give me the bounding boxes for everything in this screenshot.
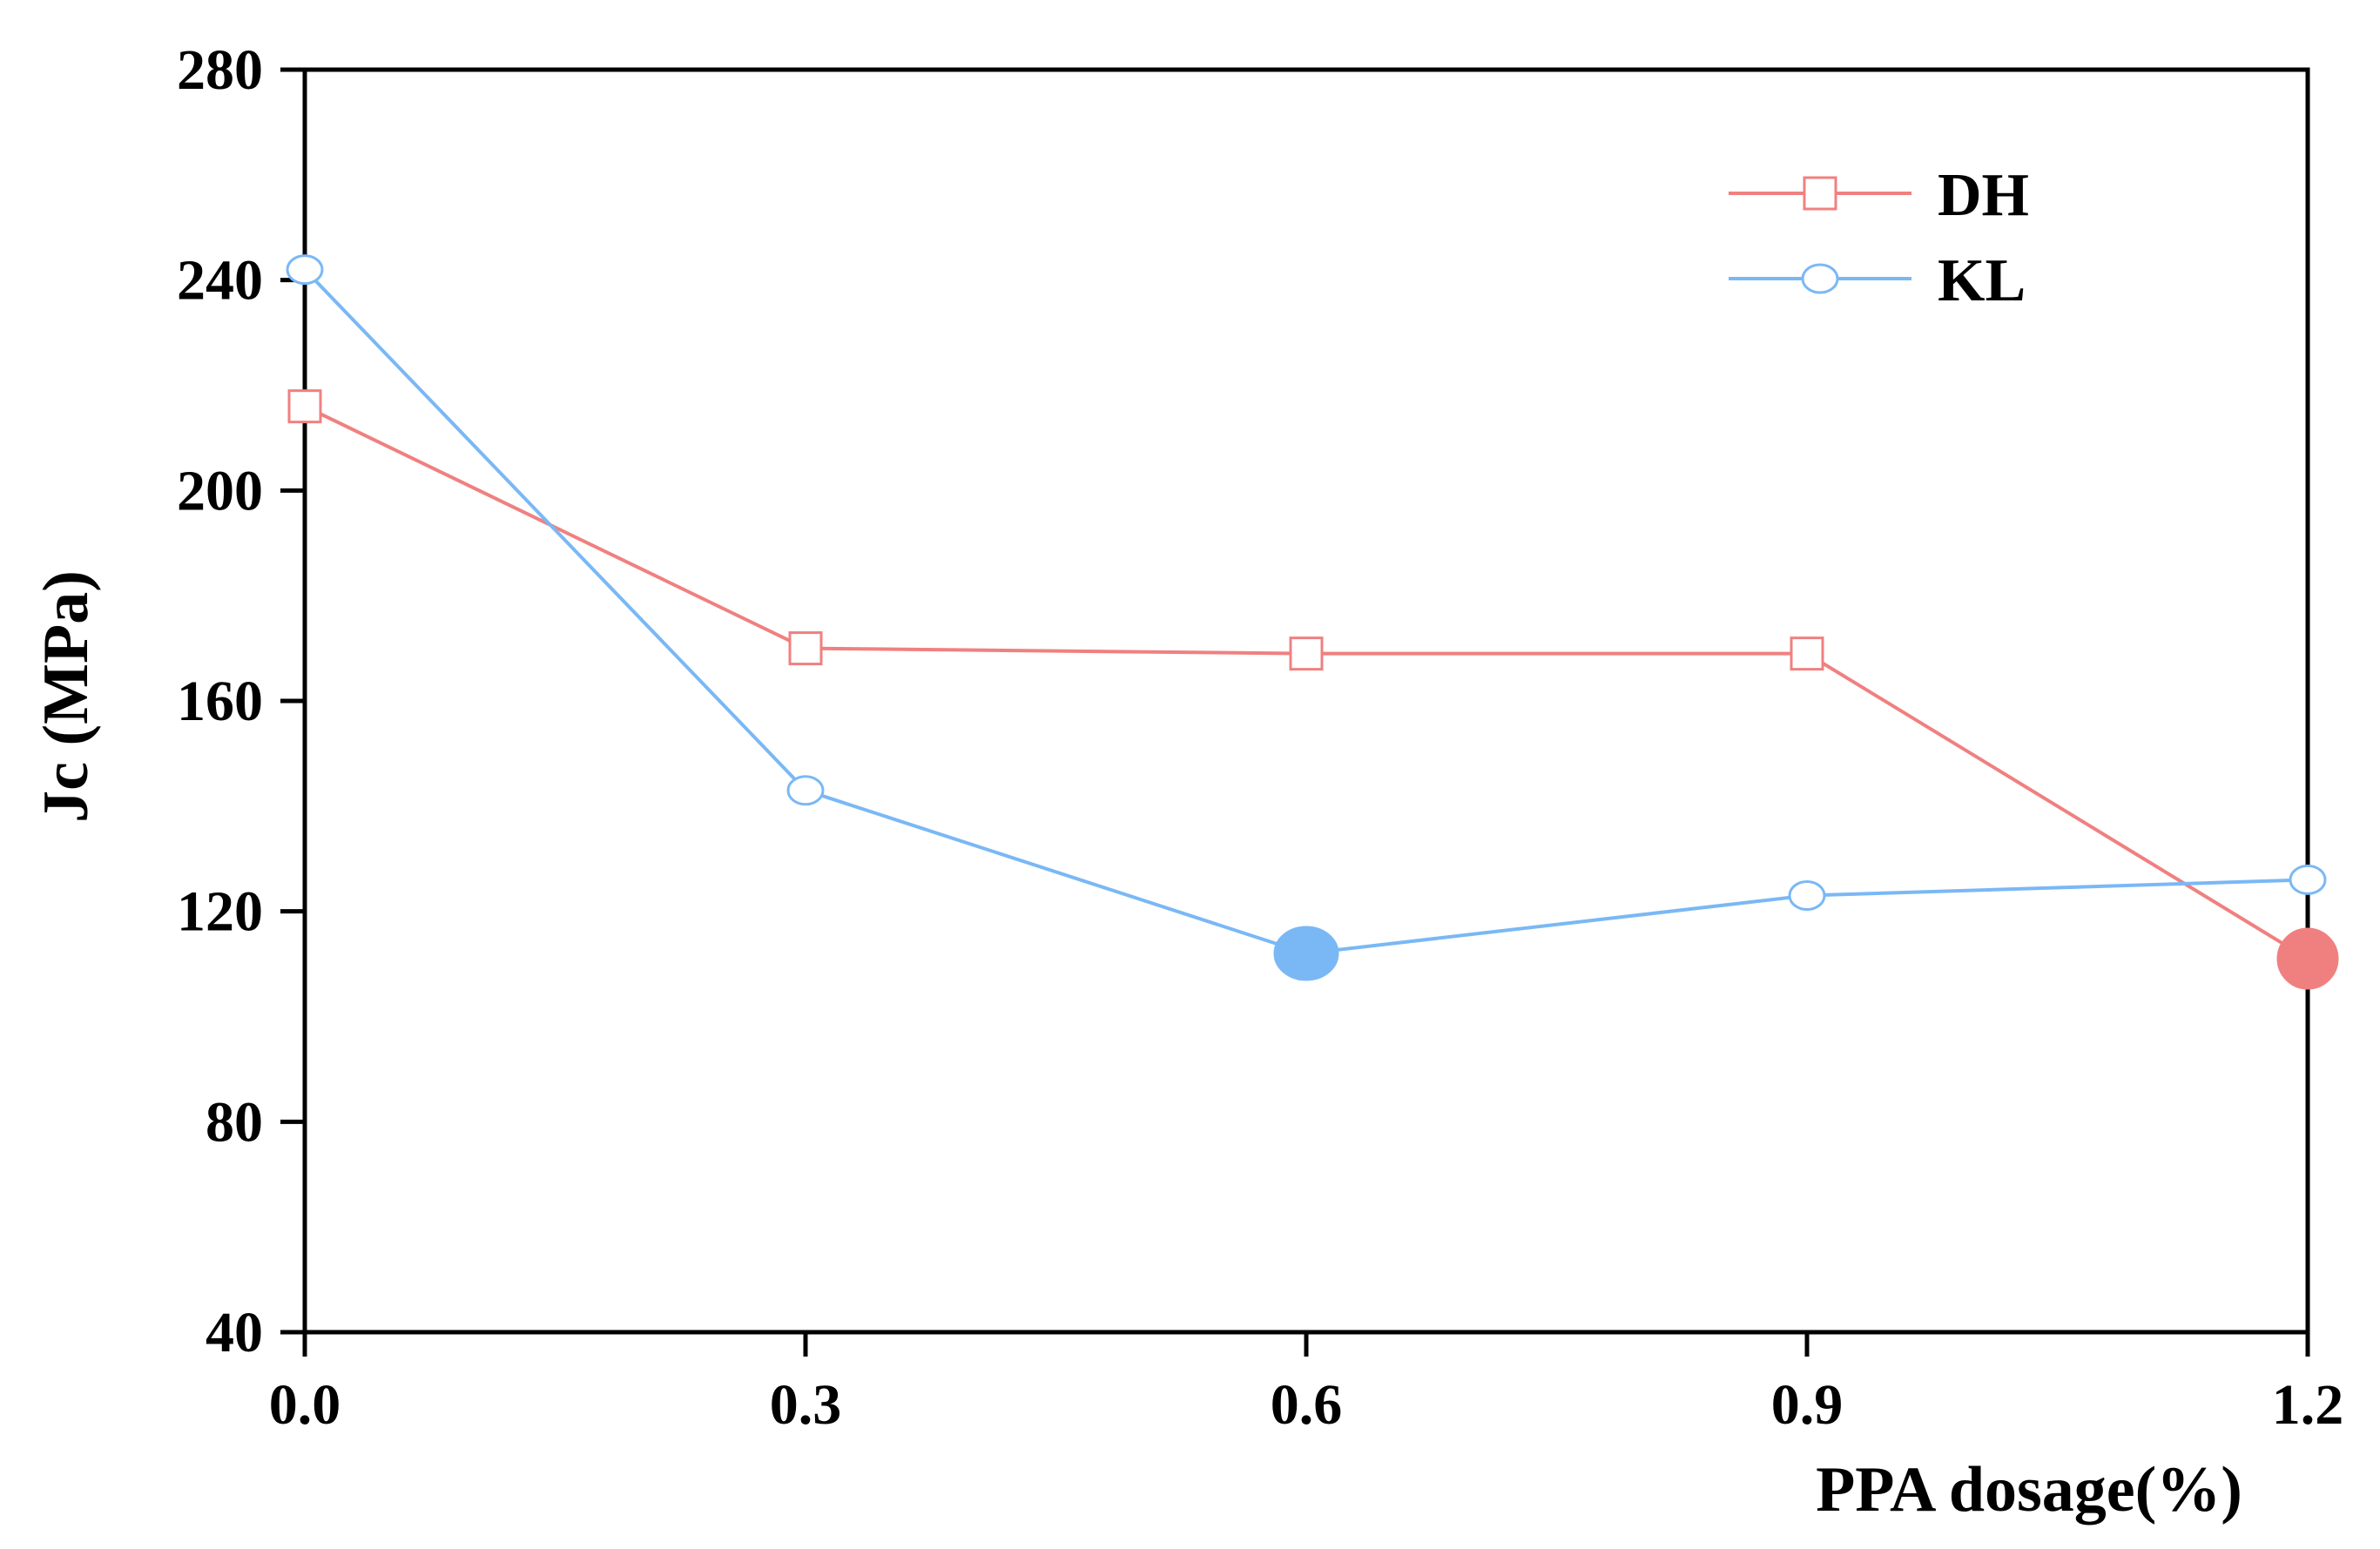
legend-kl-marker [1801, 263, 1839, 294]
y-tick-label: 160 [177, 670, 263, 733]
series-kl-point [286, 254, 324, 286]
series-kl-line [303, 268, 2309, 956]
x-tick-label: 0.0 [269, 1373, 341, 1437]
y-axis-ticks: 40 80 120 160 200 240 280 [177, 38, 305, 1364]
x-tick-label: 0.9 [1771, 1373, 1844, 1437]
x-tick-label: 0.6 [1271, 1373, 1343, 1437]
x-tick-label: 1.2 [2272, 1373, 2344, 1437]
x-axis-label: PPA dosage(%) [1816, 1454, 2242, 1525]
y-tick-label: 40 [206, 1301, 263, 1364]
series-dh-point [287, 389, 322, 424]
x-tick-label: 0.3 [770, 1373, 842, 1437]
series-layer [286, 254, 2339, 990]
series-dh-point [1790, 636, 1824, 671]
series-dh [287, 389, 2339, 990]
legend: DH KL [1729, 162, 2029, 314]
series-dh-point [788, 631, 823, 666]
y-tick-label: 280 [177, 38, 263, 102]
legend-dh-label: DH [1938, 162, 2029, 229]
series-kl-point [1788, 880, 1826, 912]
series-kl [286, 254, 2327, 981]
y-tick-label: 240 [177, 249, 263, 313]
y-tick-label: 80 [206, 1090, 263, 1154]
series-dh-point [2276, 927, 2339, 990]
series-kl-point [2289, 864, 2327, 895]
legend-dh-marker [1803, 176, 1837, 211]
x-axis-ticks: 0.0 0.3 0.6 0.9 1.2 [269, 1332, 2344, 1437]
y-tick-label: 200 [177, 459, 263, 522]
series-dh-point [1289, 636, 1324, 671]
legend-kl-label: KL [1938, 247, 2026, 314]
y-tick-label: 120 [177, 880, 263, 944]
series-kl-point [786, 775, 825, 806]
series-dh-line [304, 404, 2309, 960]
series-kl-point [1273, 926, 1339, 981]
y-axis-label: Jc (MPa) [30, 570, 102, 823]
